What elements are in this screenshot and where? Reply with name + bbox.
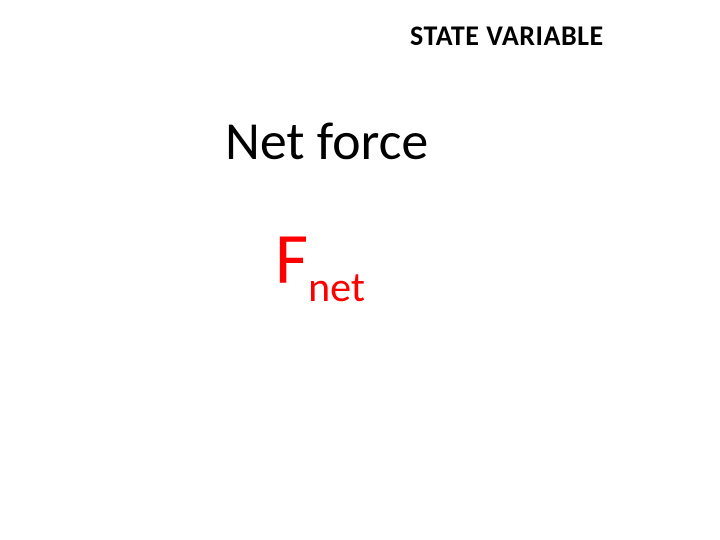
symbol-main-letter: F — [275, 215, 308, 303]
symbol-container: F net — [275, 215, 365, 303]
header-label: STATE VARIABLE — [410, 18, 604, 53]
main-title: Net force — [225, 108, 428, 174]
symbol-subscript: net — [308, 262, 365, 313]
